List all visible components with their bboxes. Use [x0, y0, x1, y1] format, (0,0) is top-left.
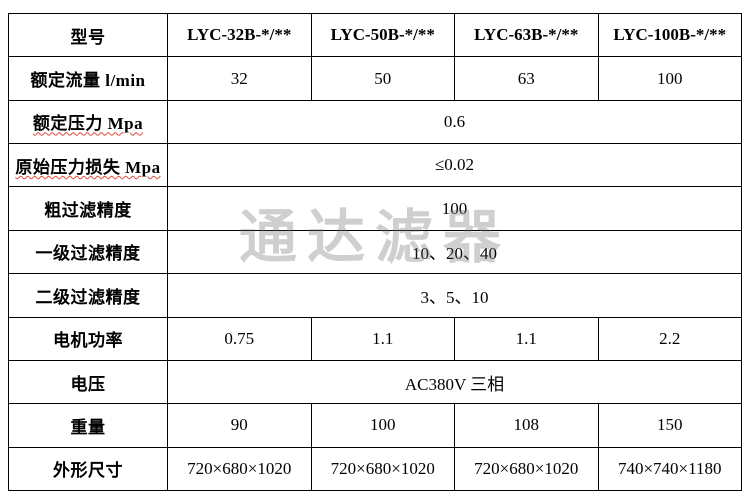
- row-value: 0.75: [167, 316, 312, 361]
- model-header-3: LYC-63B-*/**: [454, 12, 599, 58]
- row-label: 重量: [8, 403, 168, 448]
- header-label-cell: 型号: [8, 12, 168, 58]
- model-header-1: LYC-32B-*/**: [167, 12, 312, 58]
- table-body: 型号 LYC-32B-*/** LYC-50B-*/** LYC-63B-*/*…: [8, 12, 742, 492]
- row-label: 外形尺寸: [8, 446, 168, 492]
- table-row: 电压 AC380V 三相: [8, 359, 742, 405]
- row-label: 粗过滤精度: [8, 186, 168, 231]
- row-value: 720×680×1020: [454, 446, 599, 492]
- specification-table: 型号 LYC-32B-*/** LYC-50B-*/** LYC-63B-*/*…: [8, 12, 742, 492]
- model-header-4: LYC-100B-*/**: [597, 12, 742, 58]
- row-label: 原始压力损失 Mpa: [8, 143, 168, 188]
- row-value: 740×740×1180: [597, 446, 742, 492]
- row-value: 63: [454, 56, 599, 101]
- row-label: 一级过滤精度: [8, 229, 168, 275]
- row-label: 二级过滤精度: [8, 273, 168, 318]
- row-value: 90: [167, 403, 312, 448]
- row-value-merged: 3、5、10: [167, 273, 742, 318]
- table-row: 原始压力损失 Mpa ≤0.02: [8, 143, 742, 188]
- row-value: 32: [167, 56, 312, 101]
- row-value: 100: [310, 403, 455, 448]
- row-label: 电机功率: [8, 316, 168, 361]
- row-value: 1.1: [454, 316, 599, 361]
- row-value-merged: 100: [167, 186, 742, 231]
- row-value: 50: [310, 56, 455, 101]
- row-value: 2.2: [597, 316, 742, 361]
- row-value: 100: [597, 56, 742, 101]
- row-label: 额定流量 l/min: [8, 56, 168, 101]
- row-label-text: 原始压力损失 Mpa: [15, 157, 161, 177]
- row-label: 额定压力 Mpa: [8, 99, 168, 145]
- table-row: 电机功率 0.75 1.1 1.1 2.2: [8, 316, 742, 361]
- row-value: 720×680×1020: [310, 446, 455, 492]
- table-row: 一级过滤精度 10、20、40: [8, 229, 742, 275]
- table-header-row: 型号 LYC-32B-*/** LYC-50B-*/** LYC-63B-*/*…: [8, 12, 742, 58]
- row-value: 108: [454, 403, 599, 448]
- table-row: 额定压力 Mpa 0.6: [8, 99, 742, 145]
- row-value: 1.1: [310, 316, 455, 361]
- row-label: 电压: [8, 359, 168, 405]
- row-value: 720×680×1020: [167, 446, 312, 492]
- row-label-text: 额定压力 Mpa: [32, 114, 144, 134]
- table-row: 外形尺寸 720×680×1020 720×680×1020 720×680×1…: [8, 446, 742, 492]
- row-value-merged: 0.6: [167, 99, 742, 145]
- table-row: 重量 90 100 108 150: [8, 403, 742, 448]
- table-row: 粗过滤精度 100: [8, 186, 742, 231]
- table-row: 二级过滤精度 3、5、10: [8, 273, 742, 318]
- row-value-merged: ≤0.02: [167, 143, 742, 188]
- table-row: 额定流量 l/min 32 50 63 100: [8, 56, 742, 101]
- row-value-merged: 10、20、40: [167, 229, 742, 275]
- row-value: 150: [597, 403, 742, 448]
- row-value-merged: AC380V 三相: [167, 359, 742, 405]
- model-header-2: LYC-50B-*/**: [310, 12, 455, 58]
